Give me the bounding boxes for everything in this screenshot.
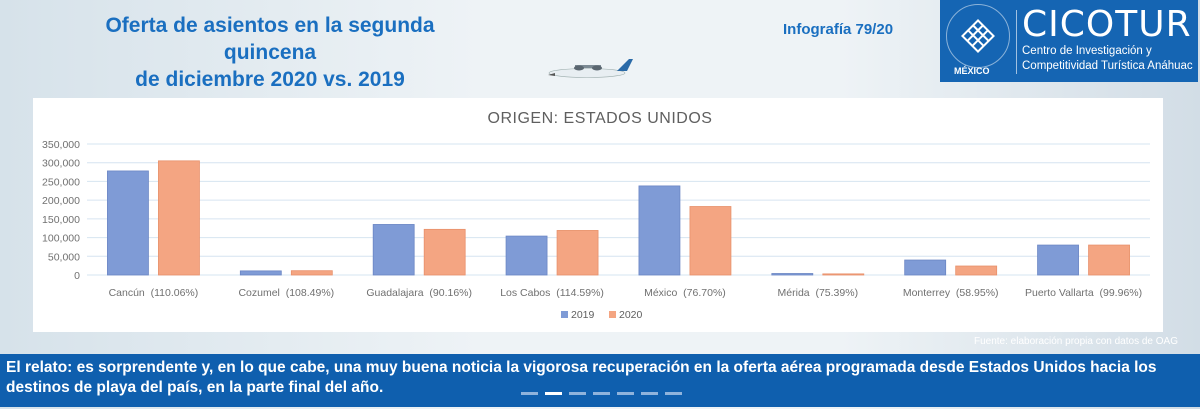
x-tick-label: Monterrey (58.95%) <box>903 287 999 299</box>
bar-2020 <box>556 230 599 276</box>
page-title: Oferta de asientos en la segunda quincen… <box>60 12 480 93</box>
narrative-banner: El relato: es sorprendente y, en lo que … <box>0 354 1200 407</box>
legend-label: 2020 <box>619 309 643 321</box>
cicotur-logo: MÉXICO CICOTUR Centro de Investigación y… <box>940 0 1198 82</box>
bar-2020 <box>290 270 333 276</box>
bar-2019 <box>372 224 415 276</box>
logo-divider <box>1016 10 1017 74</box>
legend-swatch-2019 <box>561 311 568 318</box>
narrative-text: El relato: es sorprendente y, en lo que … <box>6 359 1157 396</box>
logo-subtitle-2: Competitividad Turística Anáhuac <box>1022 60 1193 72</box>
title-line-1: Oferta de asientos en la segunda quincen… <box>105 14 435 64</box>
pagination-dot[interactable] <box>641 392 658 395</box>
y-tick-label: 300,000 <box>42 158 80 170</box>
chart-panel <box>33 98 1163 332</box>
logo-country: MÉXICO <box>954 66 990 76</box>
bar-2020 <box>423 228 466 276</box>
y-tick-label: 100,000 <box>42 233 80 245</box>
x-tick-label: Cozumel (108.49%) <box>238 287 334 299</box>
pagination-dot[interactable] <box>545 392 562 395</box>
university-seal-icon <box>946 4 1010 68</box>
x-tick-label: Los Cabos (114.59%) <box>500 287 604 299</box>
pagination-dot[interactable] <box>593 392 610 395</box>
bar-2020 <box>689 206 732 276</box>
logo-subtitle-1: Centro de Investigación y <box>1022 45 1152 57</box>
x-tick-label: Cancún (110.06%) <box>109 287 199 299</box>
chart-title: ORIGEN: ESTADOS UNIDOS <box>487 110 713 127</box>
y-tick-label: 150,000 <box>42 214 80 226</box>
source-note: Fuente: elaboración propia con datos de … <box>973 336 1178 347</box>
bar-2020 <box>955 265 998 276</box>
bar-2019 <box>239 270 282 276</box>
logo-subtitle: Centro de Investigación y Competitividad… <box>1022 44 1193 74</box>
pagination-dot[interactable] <box>665 392 682 395</box>
y-tick-label: 350,000 <box>42 139 80 151</box>
bar-2020 <box>158 160 200 276</box>
x-tick-label: Mérida (75.39%) <box>778 287 859 299</box>
y-tick-label: 250,000 <box>42 176 80 188</box>
bar-2019 <box>505 235 548 276</box>
pagination <box>521 392 682 395</box>
bar-2019 <box>1037 244 1079 276</box>
bar-2019 <box>771 273 814 276</box>
infographic-number: Infografía 79/20 <box>783 21 894 38</box>
bar-2019 <box>107 170 149 276</box>
logo-brand: CICOTUR <box>1022 4 1192 45</box>
legend-label: 2019 <box>571 309 595 321</box>
pagination-dot[interactable] <box>521 392 538 395</box>
bar-2019 <box>904 259 947 276</box>
pagination-dot[interactable] <box>617 392 634 395</box>
x-tick-label: Puerto Vallarta (99.96%) <box>1025 287 1142 299</box>
airplane-icon <box>548 59 633 78</box>
x-tick-label: México (76.70%) <box>644 287 726 299</box>
bar-2020 <box>1088 244 1130 276</box>
y-tick-label: 0 <box>74 270 80 282</box>
bar-2020 <box>822 273 865 276</box>
legend-swatch-2020 <box>609 311 616 318</box>
x-tick-label: Guadalajara (90.16%) <box>366 287 472 299</box>
y-tick-label: 50,000 <box>48 251 80 263</box>
pagination-dot[interactable] <box>569 392 586 395</box>
title-line-2: de diciembre 2020 vs. 2019 <box>135 68 405 91</box>
bar-2019 <box>638 185 681 276</box>
y-tick-label: 200,000 <box>42 195 80 207</box>
